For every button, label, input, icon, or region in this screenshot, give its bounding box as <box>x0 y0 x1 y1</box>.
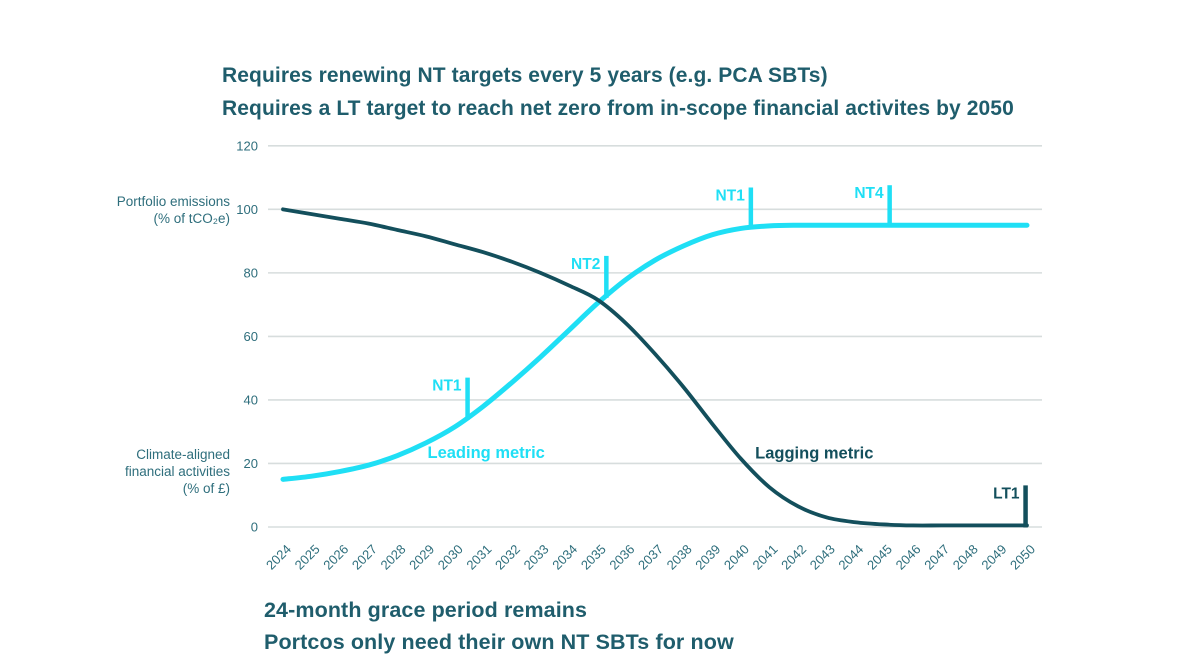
x-axis-tick-label: 2041 <box>750 542 781 573</box>
chart-title-line-1: Requires renewing NT targets every 5 yea… <box>222 64 828 87</box>
leading-axis-label-line: Climate-aligned <box>136 447 230 462</box>
y-axis-tick-label: 20 <box>244 456 258 471</box>
x-axis-tick-label: 2033 <box>521 542 552 573</box>
x-axis-tick-label: 2030 <box>435 542 466 573</box>
x-axis-tick-label: 2039 <box>692 542 723 573</box>
footer-note: 24-month grace period remains Portcos on… <box>264 594 734 658</box>
x-axis-tick-label: 2031 <box>463 542 494 573</box>
lagging-axis-label-line: (% of tCO₂e) <box>153 211 230 226</box>
leading-axis-label-line: financial activities <box>124 464 230 479</box>
y-axis-tick-label: 100 <box>236 202 258 217</box>
x-axis-tick-label: 2034 <box>549 542 580 573</box>
leading-axis-label: Climate-aligned financial activities (% … <box>125 446 230 497</box>
x-axis-tick-label: 2045 <box>864 542 895 573</box>
y-axis-tick-label: 60 <box>244 329 258 344</box>
series-annotation: Lagging metric <box>755 445 873 463</box>
y-axis-tick-label: 40 <box>244 392 258 407</box>
x-axis-tick-label: 2028 <box>378 542 409 573</box>
x-axis-tick-label: 2049 <box>978 542 1009 573</box>
leading-metric-curve <box>280 222 1030 482</box>
x-axis-tick-label: 2029 <box>406 542 437 573</box>
x-axis-tick-label: 2044 <box>835 542 866 573</box>
lagging-metric-curve <box>281 207 1029 528</box>
x-axis-tick-label: 2027 <box>349 542 380 573</box>
x-axis-tick-label: 2046 <box>893 542 924 573</box>
y-axis-tick-label: 0 <box>251 520 258 535</box>
x-axis-tick-label: 2043 <box>807 542 838 573</box>
x-axis-tick-label: 2047 <box>921 542 952 573</box>
lagging-axis-label: Portfolio emissions (% of tCO₂e) <box>117 193 230 227</box>
y-axis-tick-label: 120 <box>236 138 258 153</box>
x-axis-tick-label: 2038 <box>664 542 695 573</box>
series-annotation: Leading metric <box>428 444 545 462</box>
lagging-axis-label-line: Portfolio emissions <box>116 194 230 209</box>
x-axis-tick-label: 2048 <box>950 542 981 573</box>
leading-axis-label-line: (% of £) <box>182 481 230 496</box>
chart-title-line-2: Requires a LT target to reach net zero f… <box>222 97 1014 120</box>
footer-note-line-2: Portcos only need their own NT SBTs for … <box>264 630 734 654</box>
x-axis-tick-label: 2024 <box>263 542 294 573</box>
marker-label-nt2: NT2 <box>571 256 600 273</box>
chart-title: Requires renewing NT targets every 5 yea… <box>222 59 1014 125</box>
marker-label-nt1: NT1 <box>432 378 462 395</box>
x-axis-tick-label: 2042 <box>778 542 809 573</box>
marker-label-lt1: LT1 <box>993 485 1020 502</box>
marker-label-nt4: NT4 <box>854 185 884 202</box>
y-axis-tick-label: 80 <box>244 265 258 280</box>
x-axis-tick-label: 2035 <box>578 542 609 573</box>
x-axis-tick-label: 2040 <box>721 542 752 573</box>
x-axis-tick-label: 2025 <box>292 542 323 573</box>
x-axis-tick-label: 2050 <box>1007 542 1038 573</box>
x-axis-tick-label: 2032 <box>492 542 523 573</box>
x-axis-tick-label: 2036 <box>606 542 637 573</box>
x-axis-tick-label: 2037 <box>635 542 666 573</box>
marker-label-nt1: NT1 <box>716 187 746 204</box>
x-axis-tick-label: 2026 <box>320 542 351 573</box>
footer-note-line-1: 24-month grace period remains <box>264 598 588 622</box>
